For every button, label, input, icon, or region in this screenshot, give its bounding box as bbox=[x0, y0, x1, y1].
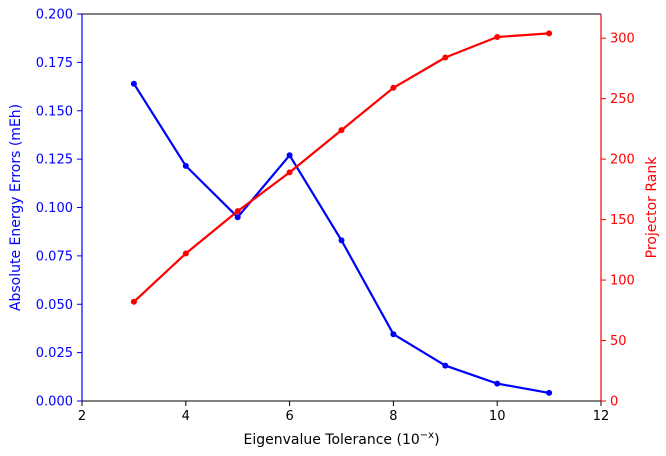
right-y-tick-label: 0 bbox=[610, 395, 618, 410]
left-y-tick-label: 0.000 bbox=[36, 395, 73, 410]
energy-error-point bbox=[494, 380, 501, 387]
left-y-tick-label: 0.175 bbox=[36, 56, 73, 71]
right-y-axis: 0 50 100 150 200 250 300 bbox=[601, 32, 635, 410]
projector-rank-point bbox=[494, 34, 501, 40]
x-axis-label-main: Eigenvalue Tolerance (10 bbox=[243, 432, 419, 448]
left-y-axis-label: Absolute Energy Errors (mEh) bbox=[8, 104, 24, 311]
x-axis: 2 4 6 8 10 12 bbox=[78, 401, 609, 424]
x-axis-label-suffix: ) bbox=[434, 432, 439, 448]
left-y-tick-label: 0.050 bbox=[36, 298, 73, 313]
projector-rank-point bbox=[234, 208, 241, 215]
x-axis-label: Eigenvalue Tolerance (10−x) bbox=[243, 430, 439, 448]
projector-rank-point bbox=[546, 30, 553, 37]
x-tick-label: 8 bbox=[389, 409, 397, 424]
series-layer bbox=[130, 30, 553, 396]
right-y-axis-label: Projector Rank bbox=[644, 156, 660, 259]
projector-rank-point bbox=[286, 169, 293, 176]
energy-error-point bbox=[546, 389, 553, 396]
left-y-tick-label: 0.025 bbox=[36, 346, 73, 361]
projector-rank-point bbox=[390, 84, 397, 91]
left-y-axis: 0.000 0.025 0.050 0.075 0.100 0.125 0.150 0.175… bbox=[36, 8, 82, 410]
energy-error-point bbox=[338, 237, 345, 244]
energy-error-point bbox=[130, 80, 137, 87]
right-y-tick-label: 150 bbox=[610, 213, 635, 228]
x-tick-label: 2 bbox=[78, 409, 86, 424]
energy-error-point bbox=[286, 152, 293, 159]
x-tick-label: 12 bbox=[593, 409, 610, 424]
plot-frame bbox=[81, 13, 602, 402]
projector-rank-point bbox=[442, 54, 449, 61]
x-tick-label: 10 bbox=[489, 409, 506, 424]
left-y-tick-label: 0.200 bbox=[36, 8, 73, 23]
right-y-tick-label: 100 bbox=[610, 274, 635, 289]
right-y-tick-label: 200 bbox=[610, 153, 635, 168]
right-y-tick-label: 300 bbox=[610, 32, 635, 47]
left-y-tick-label: 0.100 bbox=[36, 201, 73, 216]
energy-error-point bbox=[442, 362, 449, 369]
energy-error-point bbox=[234, 214, 241, 221]
left-y-tick-label: 0.075 bbox=[36, 249, 73, 264]
projector-rank-line bbox=[133, 32, 550, 303]
right-y-tick-label: 250 bbox=[610, 92, 635, 107]
right-y-tick-label: 50 bbox=[610, 334, 627, 349]
x-tick-label: 6 bbox=[285, 409, 293, 424]
left-y-tick-label: 0.125 bbox=[36, 153, 73, 168]
energy-error-point bbox=[390, 331, 397, 338]
projector-rank-point bbox=[130, 298, 137, 305]
projector-rank-point bbox=[338, 127, 345, 134]
left-y-tick-label: 0.150 bbox=[36, 104, 73, 119]
projector-rank-point bbox=[182, 250, 189, 257]
energy-error-point bbox=[182, 162, 189, 169]
x-axis-label-exponent: −x bbox=[420, 430, 434, 441]
x-tick-label: 4 bbox=[182, 409, 190, 424]
